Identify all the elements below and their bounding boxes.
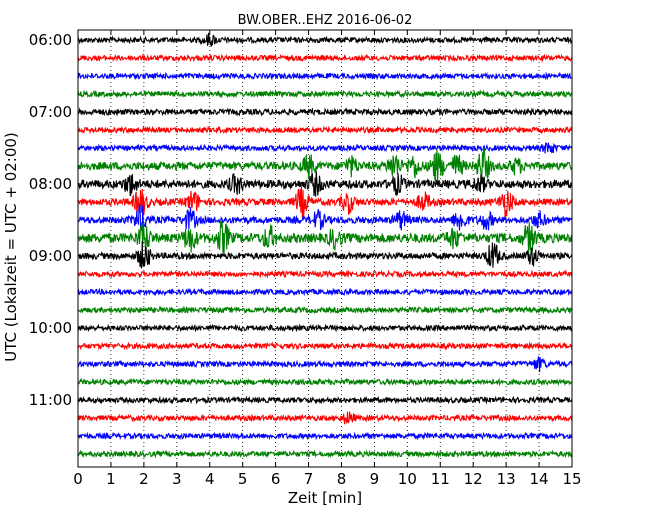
- x-tick-label: 11: [431, 470, 450, 488]
- trace-line-0915: [77, 269, 573, 279]
- trace-line-1045: [77, 377, 573, 387]
- trace-line-0815: [77, 185, 573, 220]
- x-tick-label: 0: [73, 470, 83, 488]
- trace-line-1115: [77, 411, 573, 425]
- trace-line-0730: [77, 142, 573, 154]
- trace-line-0900: [77, 241, 573, 269]
- trace-line-0630: [77, 71, 573, 81]
- grid: [110, 30, 540, 467]
- trace-line-0600: [77, 32, 573, 47]
- trace-line-1130: [77, 431, 573, 441]
- x-tick-label: 4: [205, 470, 215, 488]
- trace-line-0845: [77, 220, 573, 256]
- x-tick-label: 12: [464, 470, 483, 488]
- y-tick-label: 06:00: [29, 31, 72, 49]
- x-tick-label: 1: [106, 470, 116, 488]
- y-tick-label: 08:00: [29, 175, 72, 193]
- trace-line-0830: [77, 203, 573, 232]
- trace-line-1015: [77, 341, 573, 351]
- trace-line-0800: [77, 170, 573, 197]
- y-tick-label: 09:00: [29, 247, 72, 265]
- x-tick-label: 5: [238, 470, 248, 488]
- x-tick-label: 9: [370, 470, 380, 488]
- plot-area-frame: [77, 29, 573, 468]
- x-tick-label: 6: [271, 470, 281, 488]
- trace-line-0745: [77, 148, 573, 183]
- chart-title: BW.OBER..EHZ 2016-06-02: [238, 13, 413, 28]
- x-tick-label: 8: [337, 470, 347, 488]
- trace-line-0700: [77, 107, 573, 117]
- x-tick-label: 2: [139, 470, 149, 488]
- trace-line-1145: [77, 449, 573, 459]
- x-tick-label: 3: [172, 470, 182, 488]
- y-axis-label: UTC (Lokalzeit = UTC + 02:00): [2, 132, 20, 362]
- y-tick-label: 11:00: [29, 391, 72, 409]
- x-axis-label: Zeit [min]: [288, 489, 362, 507]
- y-tick-label: 10:00: [29, 319, 72, 337]
- trace-line-0645: [77, 89, 573, 99]
- y-tick-label: 07:00: [29, 103, 72, 121]
- x-tick-label: 10: [398, 470, 417, 488]
- trace-line-1100: [77, 395, 573, 405]
- axis-ticks: 0 1 2 3 4 5 6 7 8 9 10 11 12 13 14 1506:0007:0008:0009:…: [29, 30, 582, 488]
- x-tick-label: 14: [530, 470, 549, 488]
- x-tick-label: 15: [562, 470, 581, 488]
- x-tick-label: 7: [304, 470, 314, 488]
- x-tick-label: 13: [497, 470, 516, 488]
- trace-line-0615: [77, 53, 573, 63]
- trace-line-1000: [77, 323, 573, 333]
- trace-line-0930: [77, 287, 573, 297]
- traces: [77, 32, 573, 459]
- trace-line-1030: [77, 356, 573, 373]
- trace-line-0715: [77, 125, 573, 135]
- trace-line-0945: [77, 305, 573, 315]
